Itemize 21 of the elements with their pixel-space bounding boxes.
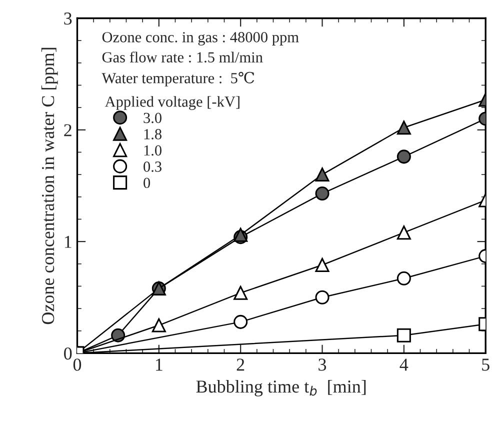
legend-label: 0 — [144, 178, 150, 188]
y-tick-label: 3 — [64, 12, 72, 25]
legend-label: 0.3 — [144, 162, 162, 172]
x-tick-label: 3 — [318, 358, 326, 371]
legend-label: 1.8 — [144, 129, 162, 140]
legend-label: 1.0 — [144, 145, 162, 156]
annotation: Water temperature : 5℃ — [102, 72, 254, 86]
x-axis-title: Bubbling time t$_{b}$ [min] — [196, 380, 366, 396]
x-tick-label: 4 — [400, 358, 408, 371]
x-tick-label: 1 — [156, 358, 162, 371]
x-tick-label: 5 — [482, 358, 490, 371]
legend-label: 3.0 — [144, 112, 162, 124]
y-tick-label: 2 — [64, 124, 72, 136]
x-tick-label: 0 — [73, 358, 82, 371]
y-tick-label: 1 — [64, 236, 72, 248]
y-axis-title: Ozone concentration in water C [ppm] — [41, 48, 58, 324]
y-tick-label: 0 — [64, 347, 72, 360]
annotation: Gas flow rate : 1.5 ml/min — [102, 52, 263, 63]
x-tick-label: 2 — [236, 358, 244, 371]
annotation: Ozone conc. in gas : 48000 ppm — [102, 32, 299, 46]
legend-title: Applied voltage [-kV] — [104, 96, 240, 110]
